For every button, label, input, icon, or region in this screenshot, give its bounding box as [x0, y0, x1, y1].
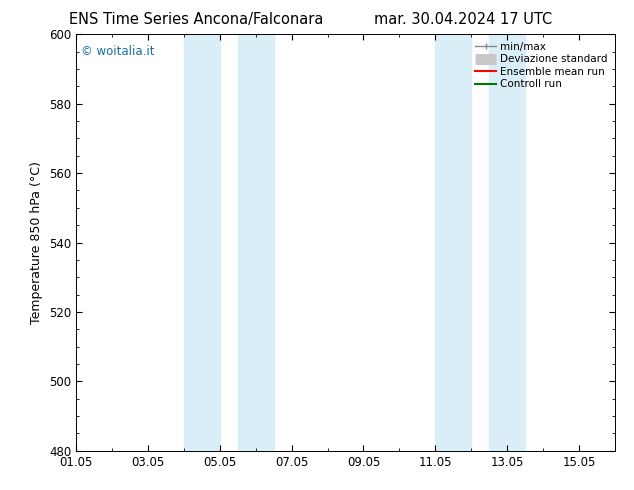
- Bar: [436, 34, 471, 451]
- Text: ENS Time Series Ancona/Falconara: ENS Time Series Ancona/Falconara: [69, 12, 324, 27]
- Bar: [184, 34, 220, 451]
- Bar: [489, 34, 525, 451]
- Y-axis label: Temperature 850 hPa (°C): Temperature 850 hPa (°C): [30, 161, 43, 324]
- Bar: [238, 34, 274, 451]
- Legend: min/max, Deviazione standard, Ensemble mean run, Controll run: min/max, Deviazione standard, Ensemble m…: [473, 40, 610, 92]
- Text: mar. 30.04.2024 17 UTC: mar. 30.04.2024 17 UTC: [373, 12, 552, 27]
- Text: © woitalia.it: © woitalia.it: [81, 45, 155, 58]
